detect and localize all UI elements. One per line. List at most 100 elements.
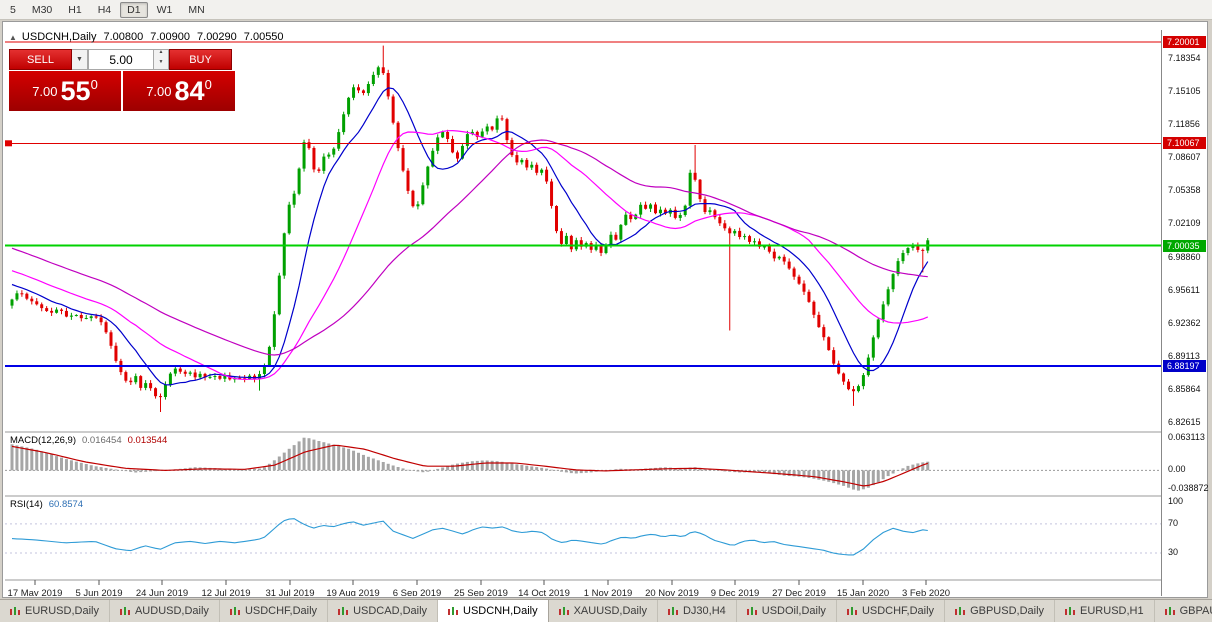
- svg-text:27 Dec 2019: 27 Dec 2019: [772, 588, 826, 596]
- svg-text:14 Oct 2019: 14 Oct 2019: [518, 588, 570, 596]
- chart-tab-label: USDCHF,Daily: [861, 605, 935, 617]
- chart-tab-3-usdcad-daily[interactable]: USDCAD,Daily: [328, 600, 439, 622]
- chart-tab-7-usdoil-daily[interactable]: USDOil,Daily: [736, 600, 837, 622]
- chart-tab-label: XAUUSD,Daily: [573, 605, 647, 617]
- chart-tab-11-gbpaud-h1[interactable]: GBPAUD,H1: [1154, 600, 1212, 622]
- chart-tab-8-usdchf-daily[interactable]: USDCHF,Daily: [836, 600, 946, 622]
- scale-label: 70: [1168, 517, 1179, 528]
- mini-chart-icon: [1164, 606, 1175, 616]
- chart-tab-label: AUDUSD,Daily: [134, 605, 209, 617]
- chart-tab-4-usdcnh-daily[interactable]: USDCNH,Daily: [438, 600, 549, 622]
- chart-tab-6-dj30-h4[interactable]: DJ30,H4: [657, 600, 737, 622]
- price-level-tag: 7.20001: [1163, 35, 1206, 48]
- volume-stepper: ▲ ▼: [154, 49, 169, 70]
- timeframe-button-d1[interactable]: D1: [120, 1, 148, 18]
- mini-chart-icon: [1065, 606, 1076, 616]
- chart-tab-label: GBPUSD,Daily: [970, 605, 1045, 617]
- chart-tab-label: EURUSD,H1: [1080, 605, 1144, 617]
- chart-title-bar: ▲ USDCNH,Daily 7.00800 7.00900 7.00290 7…: [9, 31, 284, 43]
- volume-decrease-button[interactable]: ▼: [158, 58, 164, 65]
- timeframe-button-h1[interactable]: H1: [68, 3, 82, 16]
- timeframe-button-w1[interactable]: W1: [156, 3, 173, 16]
- sell-button[interactable]: SELL: [9, 49, 72, 70]
- price-level-tag: 7.00035: [1163, 239, 1206, 252]
- volume-increase-button[interactable]: ▲: [158, 49, 164, 55]
- scale-label: 6.89113: [1168, 350, 1200, 361]
- volume-dropdown-button[interactable]: ▼: [72, 49, 88, 70]
- buy-price-base: 7.00: [146, 83, 172, 99]
- svg-text:3 Feb 2020: 3 Feb 2020: [902, 588, 950, 596]
- timeframe-button-h4[interactable]: H4: [97, 3, 112, 16]
- svg-text:19 Aug 2019: 19 Aug 2019: [326, 588, 379, 596]
- chart-window: 17 May 2019 5 Jun 2019 24 Jun 2019 12 Jul 2…: [2, 21, 1209, 598]
- chart-tab-label: GBPAUD,H1: [1179, 605, 1212, 617]
- mini-chart-icon: [119, 606, 130, 616]
- sell-price-button[interactable]: 7.00 55 0: [9, 71, 121, 111]
- ohlc-open: 7.00800: [103, 31, 144, 43]
- svg-text:15 Jan 2020: 15 Jan 2020: [837, 588, 889, 596]
- macd-indicator-label: MACD(12,26,9) 0.016454 0.013544: [10, 435, 167, 446]
- rsi-name: RSI(14): [10, 499, 43, 510]
- svg-text:12 Jul 2019: 12 Jul 2019: [201, 588, 250, 596]
- mini-chart-icon: [667, 606, 678, 616]
- chart-tab-label: EURUSD,Daily: [25, 605, 99, 617]
- mini-chart-icon: [558, 606, 569, 616]
- scale-label: 6.92362: [1168, 317, 1201, 328]
- buy-button[interactable]: BUY: [169, 49, 232, 70]
- svg-text:24 Jun 2019: 24 Jun 2019: [136, 588, 188, 596]
- macd-value-1: 0.016454: [82, 435, 122, 446]
- chart-tab-label: USDOil,Daily: [761, 605, 826, 617]
- chart-tab-9-gbpusd-daily[interactable]: GBPUSD,Daily: [945, 600, 1056, 622]
- buy-price-big: 84: [174, 75, 205, 106]
- chart-tab-2-usdchf-daily[interactable]: USDCHF,Daily: [219, 600, 329, 622]
- scale-label: 6.85864: [1168, 383, 1201, 394]
- svg-text:9 Dec 2019: 9 Dec 2019: [711, 588, 760, 596]
- svg-text:6 Sep 2019: 6 Sep 2019: [393, 588, 442, 596]
- scale-label: 7.08607: [1168, 152, 1201, 163]
- buy-price-button[interactable]: 7.00 84 0: [123, 71, 235, 111]
- ohlc-low: 7.00290: [197, 31, 237, 43]
- chart-tab-bar: EURUSD,Daily AUDUSD,Daily USDCHF,Daily USDC…: [0, 599, 1212, 622]
- macd-value-2: 0.013544: [127, 435, 168, 446]
- volume-input[interactable]: [88, 49, 154, 70]
- price-level-tag: 7.10067: [1163, 137, 1206, 150]
- mini-chart-icon: [955, 606, 966, 616]
- scale-label: 0.063113: [1168, 432, 1205, 442]
- chart-tab-10-eurusd-h1[interactable]: EURUSD,H1: [1055, 600, 1155, 622]
- chart-symbol-label: USDCNH,Daily: [21, 31, 97, 43]
- chart-tab-5-xauusd-daily[interactable]: XAUUSD,Daily: [548, 600, 658, 622]
- scale-label: -0.038872: [1168, 483, 1209, 493]
- scale-label: 6.98860: [1168, 251, 1201, 262]
- svg-text:25 Sep 2019: 25 Sep 2019: [454, 588, 508, 596]
- timeframe-button-5[interactable]: 5: [10, 3, 16, 16]
- mini-chart-icon: [338, 606, 349, 616]
- scale-label: 7.15105: [1168, 85, 1201, 96]
- svg-text:5 Jun 2019: 5 Jun 2019: [75, 588, 122, 596]
- chart-tab-label: USDCHF,Daily: [244, 605, 318, 617]
- price-scale[interactable]: 7.18354 7.15105 7.11856 7.08607 7.05358 7.021…: [1161, 30, 1209, 596]
- scale-label: 7.05358: [1168, 185, 1201, 196]
- scale-label: 7.18354: [1168, 52, 1201, 63]
- scale-label: 7.11856: [1168, 119, 1200, 130]
- price-chart-canvas[interactable]: 17 May 2019 5 Jun 2019 24 Jun 2019 12 Jul 2…: [5, 30, 1161, 596]
- svg-text:31 Jul 2019: 31 Jul 2019: [265, 588, 314, 596]
- scale-label: 6.95611: [1168, 284, 1200, 295]
- scale-label: 30: [1168, 547, 1179, 558]
- timeframe-button-mn[interactable]: MN: [188, 3, 205, 16]
- chart-tab-0-eurusd-daily[interactable]: EURUSD,Daily: [0, 600, 110, 622]
- timeframe-button-m30[interactable]: M30: [31, 3, 53, 16]
- svg-text:20 Nov 2019: 20 Nov 2019: [645, 588, 699, 596]
- scale-label: 7.02109: [1168, 218, 1201, 229]
- ohlc-high: 7.00900: [150, 31, 191, 43]
- svg-text:17 May 2019: 17 May 2019: [8, 588, 63, 596]
- mini-chart-icon: [448, 606, 459, 616]
- sell-price-base: 7.00: [32, 83, 58, 99]
- rsi-indicator-label: RSI(14) 60.8574: [10, 499, 83, 510]
- chart-tab-label: USDCNH,Daily: [463, 605, 538, 617]
- timeframe-button-group: 5 M30 H1 H4 D1 W1 MN: [2, 1, 213, 18]
- chart-tab-1-audusd-daily[interactable]: AUDUSD,Daily: [109, 600, 220, 622]
- rsi-value: 60.8574: [48, 499, 84, 510]
- mini-chart-icon: [10, 606, 20, 616]
